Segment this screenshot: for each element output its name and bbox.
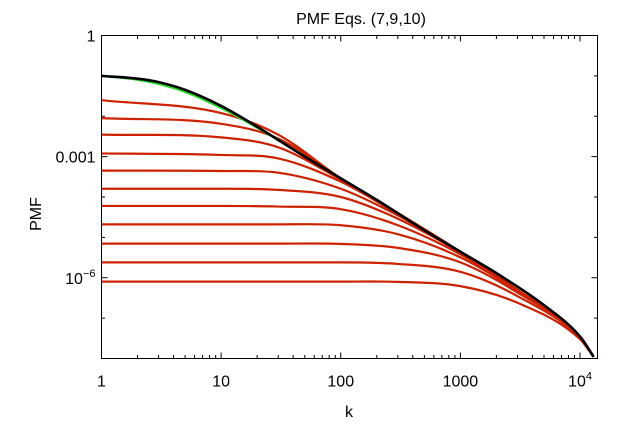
series-layer [101,74,595,358]
series-line-4 [101,133,595,358]
chart-title: PMF Eqs. (7,9,10) [296,11,426,28]
y-tick-label: 0.001 [55,150,95,167]
x-tick-label: 1000 [443,374,479,391]
series-line-5 [101,152,595,358]
axis-ticks [101,35,598,359]
series-line-12 [101,280,595,358]
y-axis-label: PMF [28,197,45,231]
x-axis-label: k [345,404,354,421]
y-tick-label: 10−6 [65,268,95,288]
x-tick-label: 104 [568,371,592,391]
y-tick-label: 1 [87,29,96,46]
series-line-2 [101,99,595,358]
series-line-0 [101,74,595,358]
plot-frame [101,35,598,359]
series-line-11 [101,261,595,358]
series-line-1 [101,74,306,158]
tick-labels: 1 10 100 1000 104 1 0.001 10−6 [55,29,592,391]
x-tick-label: 1 [97,374,106,391]
series-line-10 [101,242,595,358]
x-tick-label: 10 [212,374,230,391]
x-tick-label: 100 [327,374,354,391]
series-line-7 [101,187,595,358]
